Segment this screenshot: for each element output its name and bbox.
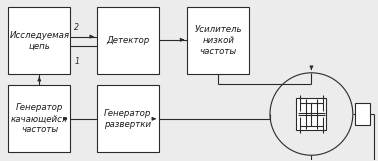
Text: 2: 2 [74,23,79,32]
Text: Усилитель
низкой
частоты: Усилитель низкой частоты [194,25,242,56]
Bar [8,85,70,152]
Bar [296,98,327,130]
Text: 1: 1 [74,57,79,66]
Text: Генератор
развертки: Генератор развертки [104,109,152,129]
Bar [8,7,70,74]
Bar [97,7,159,74]
Bar [187,7,249,74]
Text: Генератор
качающейся
частоты: Генератор качающейся частоты [11,103,68,134]
Text: Детектор: Детектор [106,36,149,45]
Text: Исследуемая
цепь: Исследуемая цепь [9,31,70,51]
Bar [97,85,159,152]
Bar [355,103,370,125]
